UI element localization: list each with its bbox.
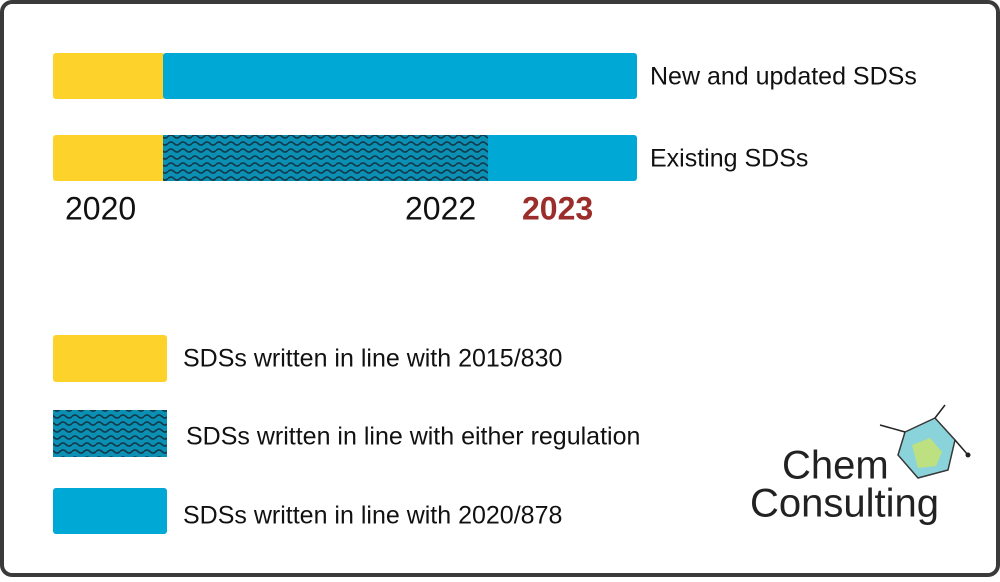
legend-label: SDSs written in line with 2020/878: [183, 502, 562, 530]
legend-label: SDSs written in line with either regulat…: [186, 423, 640, 451]
legend-swatch: [53, 410, 167, 457]
year-label: 2022: [405, 190, 476, 226]
segment-either: [163, 135, 488, 181]
logo-text: Chem: [782, 444, 889, 488]
legend-swatch: [53, 488, 167, 534]
legend-label: SDSs written in line with 2015/830: [183, 345, 562, 373]
year-label: 2020: [65, 190, 136, 226]
year-label-highlight: 2023: [522, 190, 593, 226]
row-label: Existing SDSs: [650, 145, 808, 173]
segment-2020-878: [163, 53, 637, 99]
logo-text: Consulting: [750, 482, 939, 526]
row-label: New and updated SDSs: [650, 63, 917, 91]
segment-2015-830: [53, 53, 165, 99]
segment-2015-830: [53, 135, 165, 181]
legend-swatch: [53, 335, 167, 382]
logo: Chem Consulting: [750, 404, 971, 526]
